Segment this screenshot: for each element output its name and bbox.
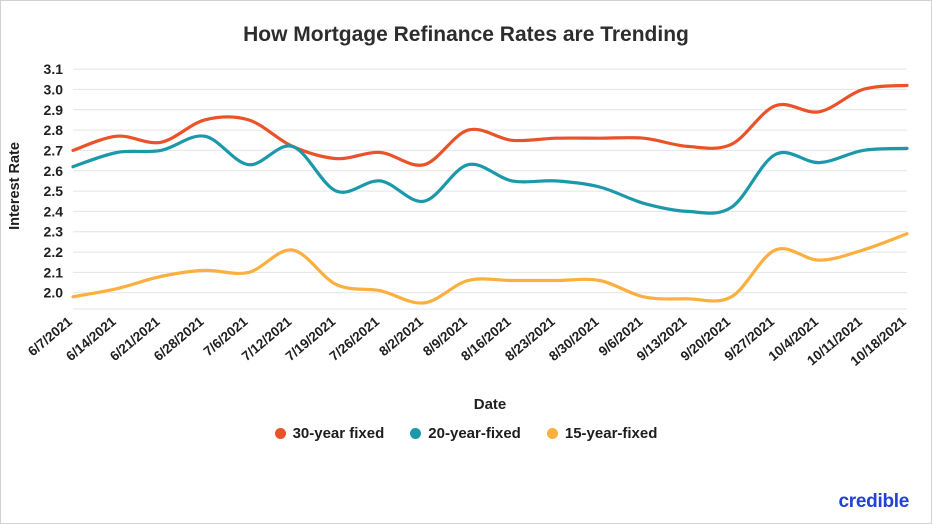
y-tick-label: 2.5 — [44, 183, 64, 199]
legend-item-20-year-fixed: 20-year-fixed — [410, 425, 521, 442]
y-tick-label: 2.6 — [44, 163, 64, 179]
legend-item-30-year-fixed: 30-year fixed — [274, 425, 385, 442]
chart-legend: 30-year fixed 20-year-fixed 15-year-fixe… — [1, 425, 931, 442]
legend-label-30-year: 30-year fixed — [292, 425, 385, 442]
legend-dot-20-year-icon — [410, 428, 422, 439]
y-tick-label: 2.3 — [44, 224, 64, 240]
legend-dot-30-year-icon — [274, 428, 286, 439]
y-tick-label: 2.2 — [44, 244, 64, 260]
x-axis-title: Date — [474, 396, 507, 413]
y-tick-label: 3.0 — [44, 81, 64, 97]
y-tick-label: 2.1 — [44, 264, 64, 280]
x-tick-label: 8/2/2021 — [376, 313, 426, 359]
y-axis-title: Interest Rate — [7, 142, 23, 230]
series-path-15-year-fixed — [71, 232, 909, 305]
series-path-20-year-fixed — [71, 134, 909, 215]
series-path-30-year-fixed — [71, 83, 909, 167]
legend-dot-15-year-icon — [546, 428, 558, 439]
line-chart: 2.02.12.22.32.42.52.62.72.82.93.03.16/7/… — [7, 61, 909, 413]
y-tick-label: 2.7 — [44, 142, 64, 158]
y-tick-label: 2.4 — [44, 203, 64, 219]
y-tick-label: 3.1 — [44, 61, 64, 77]
x-tick-label: 8/30/2021 — [546, 313, 602, 363]
legend-item-15-year-fixed: 15-year-fixed — [546, 425, 658, 442]
x-tick-label: 6/28/2021 — [151, 313, 207, 363]
branding-area: credible — [838, 491, 910, 513]
chart-title: How Mortgage Refinance Rates are Trendin… — [243, 23, 689, 46]
legend-label-15-year: 15-year-fixed — [564, 425, 658, 442]
y-tick-label: 2.9 — [44, 102, 64, 118]
y-tick-label: 2.0 — [44, 285, 64, 301]
legend-label-20-year: 20-year-fixed — [428, 425, 521, 442]
credible-logo: credible — [838, 491, 910, 512]
x-tick-label: 7/26/2021 — [327, 313, 383, 363]
y-tick-label: 2.8 — [44, 122, 64, 138]
